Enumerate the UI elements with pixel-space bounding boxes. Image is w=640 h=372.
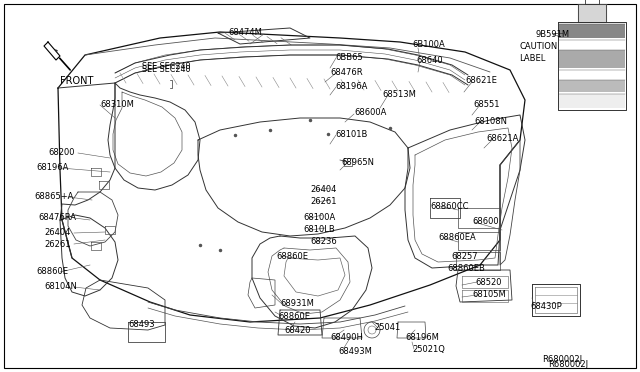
Text: 68196A: 68196A	[335, 82, 367, 91]
Text: 68476R: 68476R	[330, 68, 363, 77]
Bar	[559, 94, 625, 108]
Text: 68965N: 68965N	[341, 158, 374, 167]
Text: 26261: 26261	[44, 240, 70, 249]
Text: CAUTION: CAUTION	[519, 42, 557, 51]
Text: 68860EA: 68860EA	[438, 233, 476, 242]
Text: 68236: 68236	[310, 237, 337, 246]
Bar	[559, 40, 625, 48]
Text: 68860E: 68860E	[36, 267, 68, 276]
Bar	[559, 70, 625, 78]
Text: 68600: 68600	[472, 217, 499, 226]
Text: 26404: 26404	[44, 228, 70, 237]
Bar	[559, 80, 625, 92]
Text: 68860EB: 68860EB	[447, 264, 485, 273]
Text: 68621E: 68621E	[465, 76, 497, 85]
Text: 68551: 68551	[473, 100, 499, 109]
Text: 68493M: 68493M	[338, 347, 372, 356]
Text: 6BB65: 6BB65	[335, 53, 363, 62]
Text: 68257: 68257	[451, 252, 477, 261]
Text: 9B591M: 9B591M	[535, 30, 569, 39]
Text: FRONT: FRONT	[60, 76, 93, 86]
Text: 68493: 68493	[128, 320, 155, 329]
Text: 26404: 26404	[310, 185, 337, 194]
Text: 68476RA: 68476RA	[38, 213, 76, 222]
Text: 68931M: 68931M	[280, 299, 314, 308]
Text: 68520: 68520	[475, 278, 502, 287]
Text: 25041: 25041	[374, 323, 400, 332]
Text: 68310M: 68310M	[100, 100, 134, 109]
Text: 26261: 26261	[310, 197, 337, 206]
Text: 68513M: 68513M	[382, 90, 416, 99]
Text: 68621A: 68621A	[486, 134, 518, 143]
Polygon shape	[578, 4, 606, 22]
Text: 68420: 68420	[284, 326, 310, 335]
Text: 6B100A: 6B100A	[412, 40, 445, 49]
Polygon shape	[44, 42, 60, 60]
Text: 68860CC: 68860CC	[430, 202, 468, 211]
Text: 6810LB: 6810LB	[303, 225, 335, 234]
Text: 68860E: 68860E	[276, 252, 308, 261]
Text: 68196A: 68196A	[36, 163, 68, 172]
Text: 68865+A: 68865+A	[34, 192, 74, 201]
Text: 68196M: 68196M	[405, 333, 439, 342]
Text: R680002J: R680002J	[548, 360, 588, 369]
Text: 68860E: 68860E	[278, 312, 310, 321]
Text: 68490H: 68490H	[330, 333, 363, 342]
Text: 68640: 68640	[416, 56, 443, 65]
Text: 68101B: 68101B	[335, 130, 367, 139]
Bar	[559, 24, 625, 38]
Text: 68430P: 68430P	[530, 302, 562, 311]
Bar	[559, 50, 625, 68]
Text: 68100A: 68100A	[303, 213, 335, 222]
Text: 68600A: 68600A	[354, 108, 387, 117]
Text: 68108N: 68108N	[474, 117, 507, 126]
Text: 25021Q: 25021Q	[412, 345, 445, 354]
Text: 68474M: 68474M	[228, 28, 262, 37]
Text: SEE SEC240: SEE SEC240	[142, 62, 191, 71]
Text: 68104N: 68104N	[44, 282, 77, 291]
Text: 68200: 68200	[48, 148, 74, 157]
Text: SEE SEC240: SEE SEC240	[142, 65, 191, 74]
Text: LABEL: LABEL	[519, 54, 545, 63]
Text: 68105M: 68105M	[472, 290, 506, 299]
Text: R680002J: R680002J	[542, 355, 582, 364]
